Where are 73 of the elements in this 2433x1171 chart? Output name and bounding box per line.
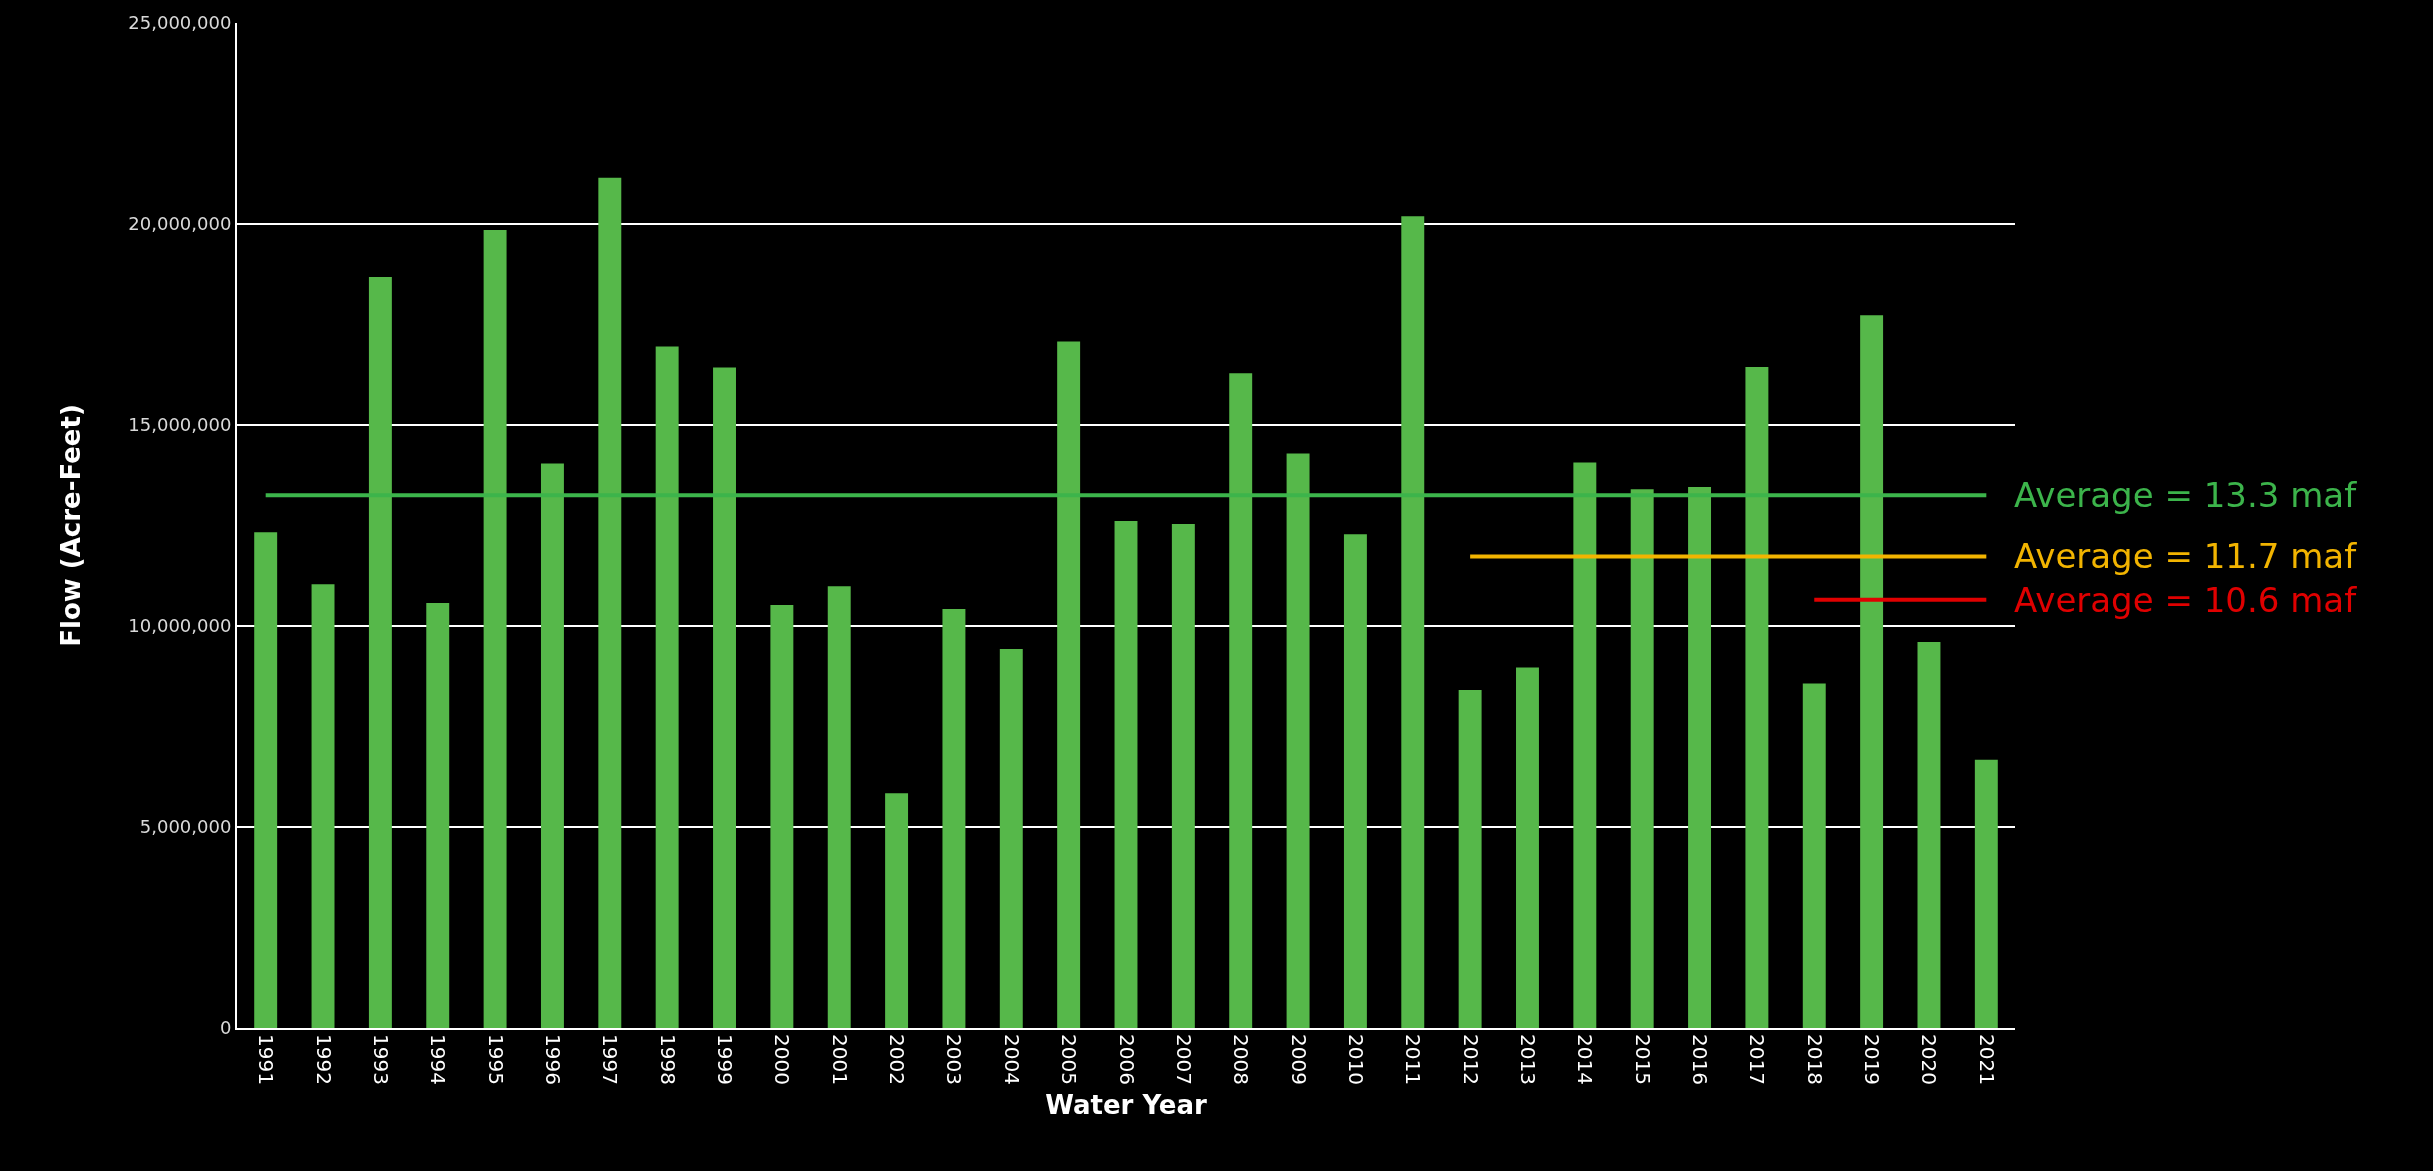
x-tick-label: 1993 [368,1034,393,1085]
x-tick-label: 1996 [540,1034,565,1085]
x-tick-label: 2003 [942,1034,967,1085]
bar [1573,462,1597,1028]
bar [1229,373,1253,1028]
bar [1458,689,1482,1028]
x-tick-label: 2017 [1745,1034,1770,1085]
x-tick-label: 2016 [1688,1034,1713,1085]
x-tick-label: 2018 [1802,1034,1827,1085]
x-tick-label: 1994 [426,1034,451,1085]
x-tick-label: 1997 [598,1034,623,1085]
x-tick-label: 2007 [1171,1034,1196,1085]
x-tick-label: 2000 [770,1034,795,1085]
y-tick-label: 0 [219,1017,232,1039]
bar [368,277,392,1028]
series-label: Average = 11.7 maf [2014,536,2358,576]
bar [827,586,851,1028]
x-tick-label: 2014 [1573,1034,1598,1085]
bar [1802,683,1826,1028]
bar [1745,367,1769,1028]
bar [254,532,278,1028]
series-label: Average = 13.3 maf [2014,475,2358,515]
bar [1630,489,1654,1028]
x-tick-label: 2015 [1630,1034,1655,1085]
y-tick-label: 10,000,000 [128,615,232,637]
bar [1057,341,1081,1028]
bar [1286,453,1310,1028]
x-tick-label: 1999 [713,1034,738,1085]
bar [1917,642,1941,1028]
x-tick-label: 2012 [1458,1034,1483,1085]
bar [770,605,794,1028]
y-tick-label: 15,000,000 [128,414,232,436]
x-tick-label: 1991 [254,1034,279,1085]
bar [311,584,335,1028]
x-tick-label: 2006 [1114,1034,1139,1085]
x-tick-label: 2010 [1343,1034,1368,1085]
x-tick-label: 2009 [1286,1034,1311,1085]
x-tick-label: 2011 [1401,1034,1426,1085]
bar [655,346,679,1028]
y-tick-label: 20,000,000 [128,213,232,235]
bar [885,793,909,1028]
x-tick-label: 1995 [483,1034,508,1085]
x-tick-label: 2004 [999,1034,1024,1085]
bar [598,177,622,1028]
x-tick-label: 1992 [311,1034,336,1085]
x-tick-label: 2021 [1974,1034,1999,1085]
y-tick-label: 25,000,000 [128,12,232,34]
bar [1343,534,1367,1028]
bar [1114,521,1138,1028]
bar [942,609,966,1028]
y-tick-label: 5,000,000 [139,816,232,838]
x-tick-label: 2002 [885,1034,910,1085]
x-tick-label: 1998 [655,1034,680,1085]
bar [1688,486,1712,1028]
y-axis-title: Flow (Acre-Feet) [56,404,87,647]
bar [1860,315,1884,1028]
bar [540,463,564,1028]
x-tick-label: 2008 [1229,1034,1254,1085]
x-axis-title: Water Year [1045,1090,1208,1121]
bar [1974,759,1998,1028]
bar [1516,667,1539,1028]
x-tick-label: 2019 [1860,1034,1885,1085]
x-tick-label: 2013 [1515,1034,1540,1085]
x-tick-label: 2005 [1057,1034,1082,1085]
bar [1171,523,1195,1028]
series-label: Average = 10.6 maf [2014,580,2358,620]
bar [483,230,507,1028]
x-tick-label: 2001 [827,1034,852,1085]
x-tick-label: 2020 [1917,1034,1942,1085]
bar [999,648,1023,1028]
bar [1401,216,1425,1028]
bar [426,603,450,1028]
bar [713,367,736,1028]
